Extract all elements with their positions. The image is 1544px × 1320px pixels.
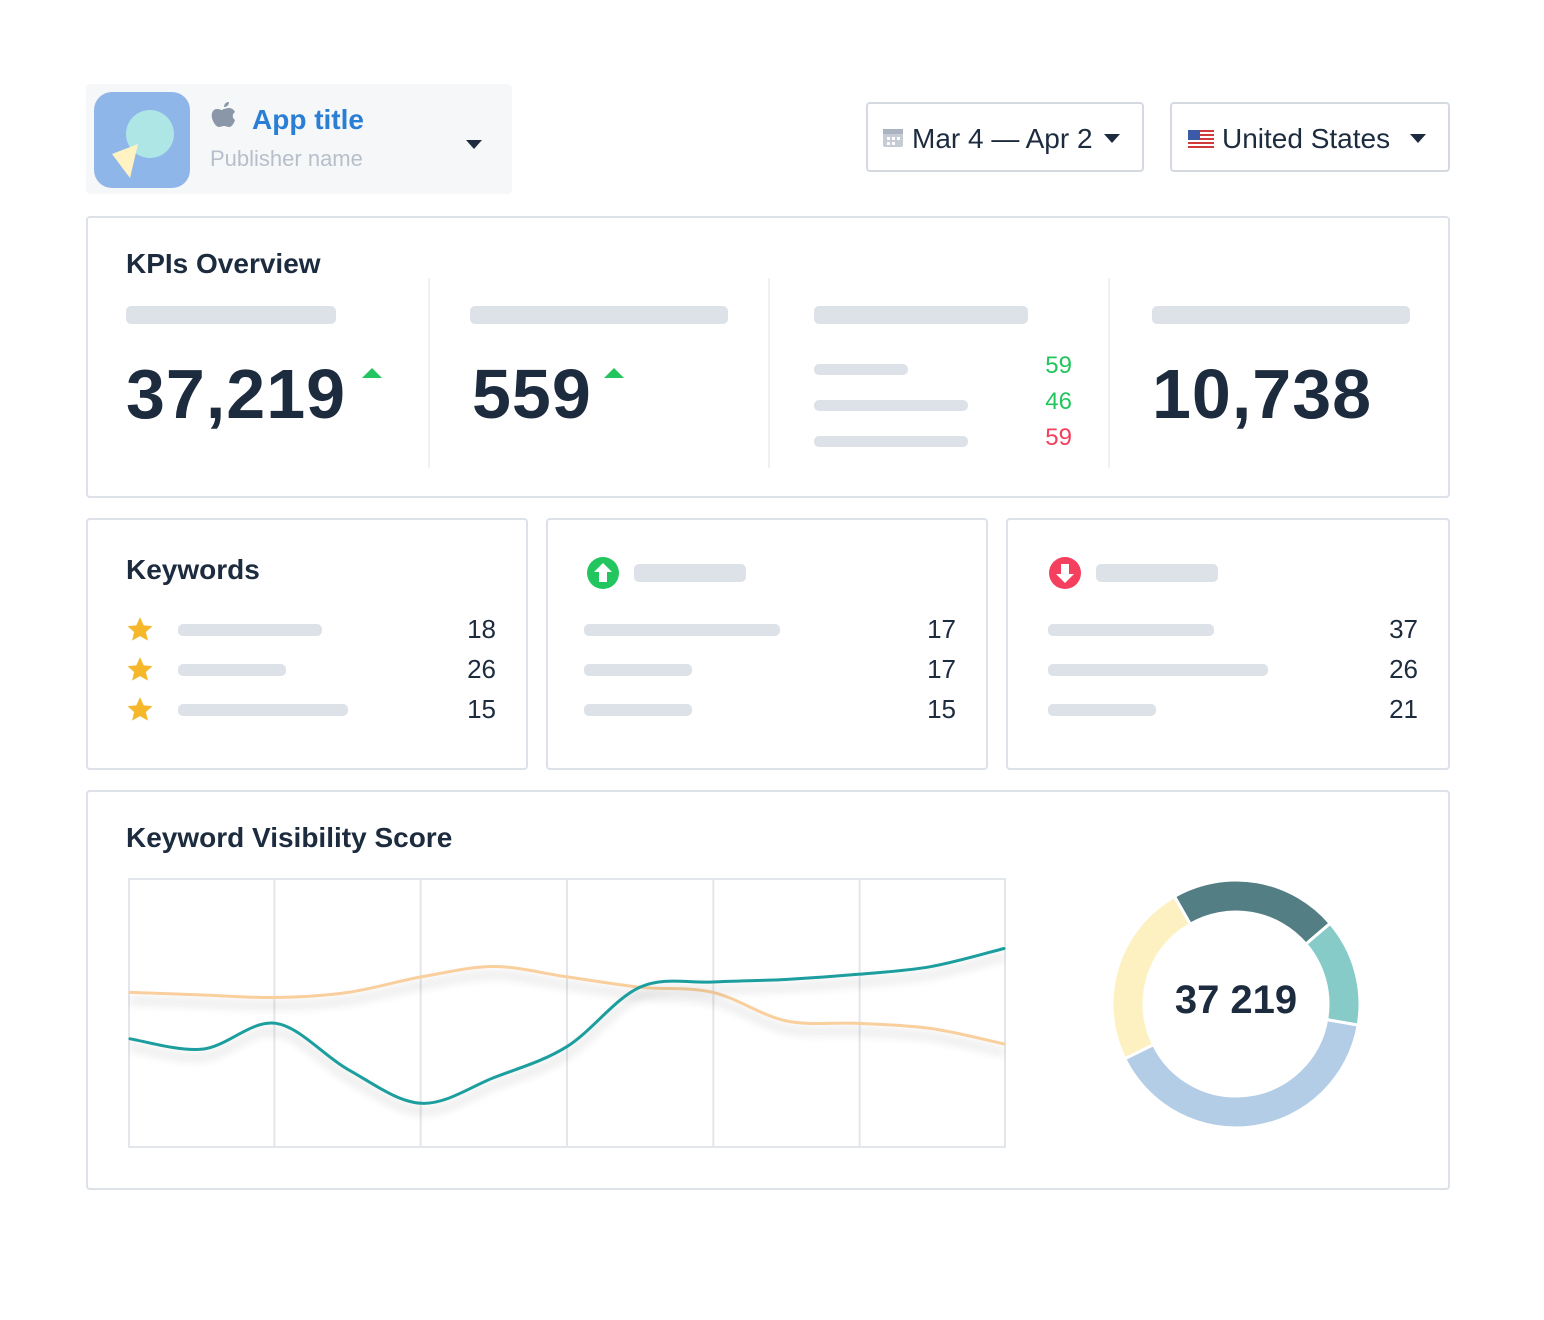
kpi-small-value-2: 46	[1045, 388, 1072, 415]
kpi-small-value-1: 59	[1045, 352, 1072, 379]
visibility-donut-chart	[1110, 878, 1362, 1130]
donut-slice-yellow	[1110, 894, 1193, 1061]
placeholder-bar	[584, 664, 692, 676]
series-line-peach	[128, 965, 1006, 1046]
falling-count-3: 21	[1389, 694, 1418, 724]
chevron-down-icon	[1104, 134, 1120, 143]
app-logo-graphic	[112, 110, 174, 178]
visibility-line-chart	[128, 878, 1006, 1148]
placeholder-bar	[1152, 306, 1410, 324]
placeholder-bar	[178, 624, 322, 636]
kpi-title: KPIs Overview	[126, 248, 321, 279]
placeholder-bar	[1096, 564, 1218, 582]
falling-keywords-card: 37 26 21	[1006, 518, 1450, 770]
keyword-count-1: 18	[467, 614, 496, 644]
placeholder-bar	[814, 306, 1028, 324]
keywords-title: Keywords	[126, 554, 260, 585]
placeholder-bar	[1048, 624, 1214, 636]
keyword-count-3: 15	[467, 694, 496, 724]
kpi-value-1: 37,219	[126, 355, 347, 433]
kpi-overview-card: KPIs Overview 37,219 559 59 46 59 10,738	[86, 216, 1450, 498]
rising-count-3: 15	[927, 694, 956, 724]
rising-keywords-card: 17 17 15	[546, 518, 988, 770]
keywords-card: Keywords 18 26 15	[86, 518, 528, 770]
rising-count-1: 17	[927, 614, 956, 644]
star-icon	[127, 617, 153, 641]
rising-count-2: 17	[927, 654, 956, 684]
arrow-down-circle-icon	[1049, 557, 1081, 589]
date-range-select[interactable]: Mar 4 — Apr 2	[866, 102, 1144, 172]
divider	[428, 278, 430, 468]
placeholder-bar	[1048, 664, 1268, 676]
arrow-up-circle-icon	[587, 557, 619, 589]
app-title: App title	[252, 104, 364, 135]
placeholder-bar	[178, 704, 348, 716]
placeholder-bar	[470, 306, 728, 324]
publisher-name: Publisher name	[210, 146, 363, 171]
chevron-down-icon	[1410, 134, 1426, 143]
placeholder-bar	[126, 306, 336, 324]
placeholder-bar	[634, 564, 746, 582]
falling-count-2: 26	[1389, 654, 1418, 684]
placeholder-bar	[178, 664, 286, 676]
us-flag-icon	[1188, 130, 1214, 148]
trend-up-icon	[362, 368, 382, 378]
donut-slice-dark-teal	[1172, 878, 1333, 947]
country-label: United States	[1222, 123, 1391, 154]
series-line-teal	[128, 947, 1006, 1105]
star-icon	[127, 697, 153, 721]
chart-grid	[128, 878, 1006, 1148]
placeholder-bar	[584, 704, 692, 716]
trend-up-icon	[604, 368, 624, 378]
kpi-value-2: 559	[472, 355, 592, 433]
donut-slice-blue	[1122, 1017, 1360, 1130]
chevron-down-icon	[466, 140, 482, 149]
app-icon	[94, 92, 190, 188]
falling-count-1: 37	[1389, 614, 1418, 644]
placeholder-bar	[814, 364, 908, 375]
date-range-label: Mar 4 — Apr 2	[912, 123, 1093, 154]
app-selector[interactable]: App title Publisher name	[86, 84, 512, 194]
visibility-title: Keyword Visibility Score	[126, 822, 453, 853]
divider	[768, 278, 770, 468]
donut-total: 37 219	[1174, 978, 1298, 1022]
placeholder-bar	[814, 436, 968, 447]
placeholder-bar	[814, 400, 968, 411]
placeholder-bar	[1048, 704, 1156, 716]
kpi-value-4: 10,738	[1152, 355, 1373, 433]
placeholder-bar	[584, 624, 780, 636]
keyword-count-2: 26	[467, 654, 496, 684]
divider	[1108, 278, 1110, 468]
country-select[interactable]: United States	[1170, 102, 1450, 172]
kpi-small-value-3: 59	[1045, 424, 1072, 451]
calendar-icon	[883, 129, 903, 147]
apple-icon	[211, 102, 235, 127]
star-icon	[127, 657, 153, 681]
visibility-score-card: Keyword Visibility Score 37 219	[86, 790, 1450, 1190]
